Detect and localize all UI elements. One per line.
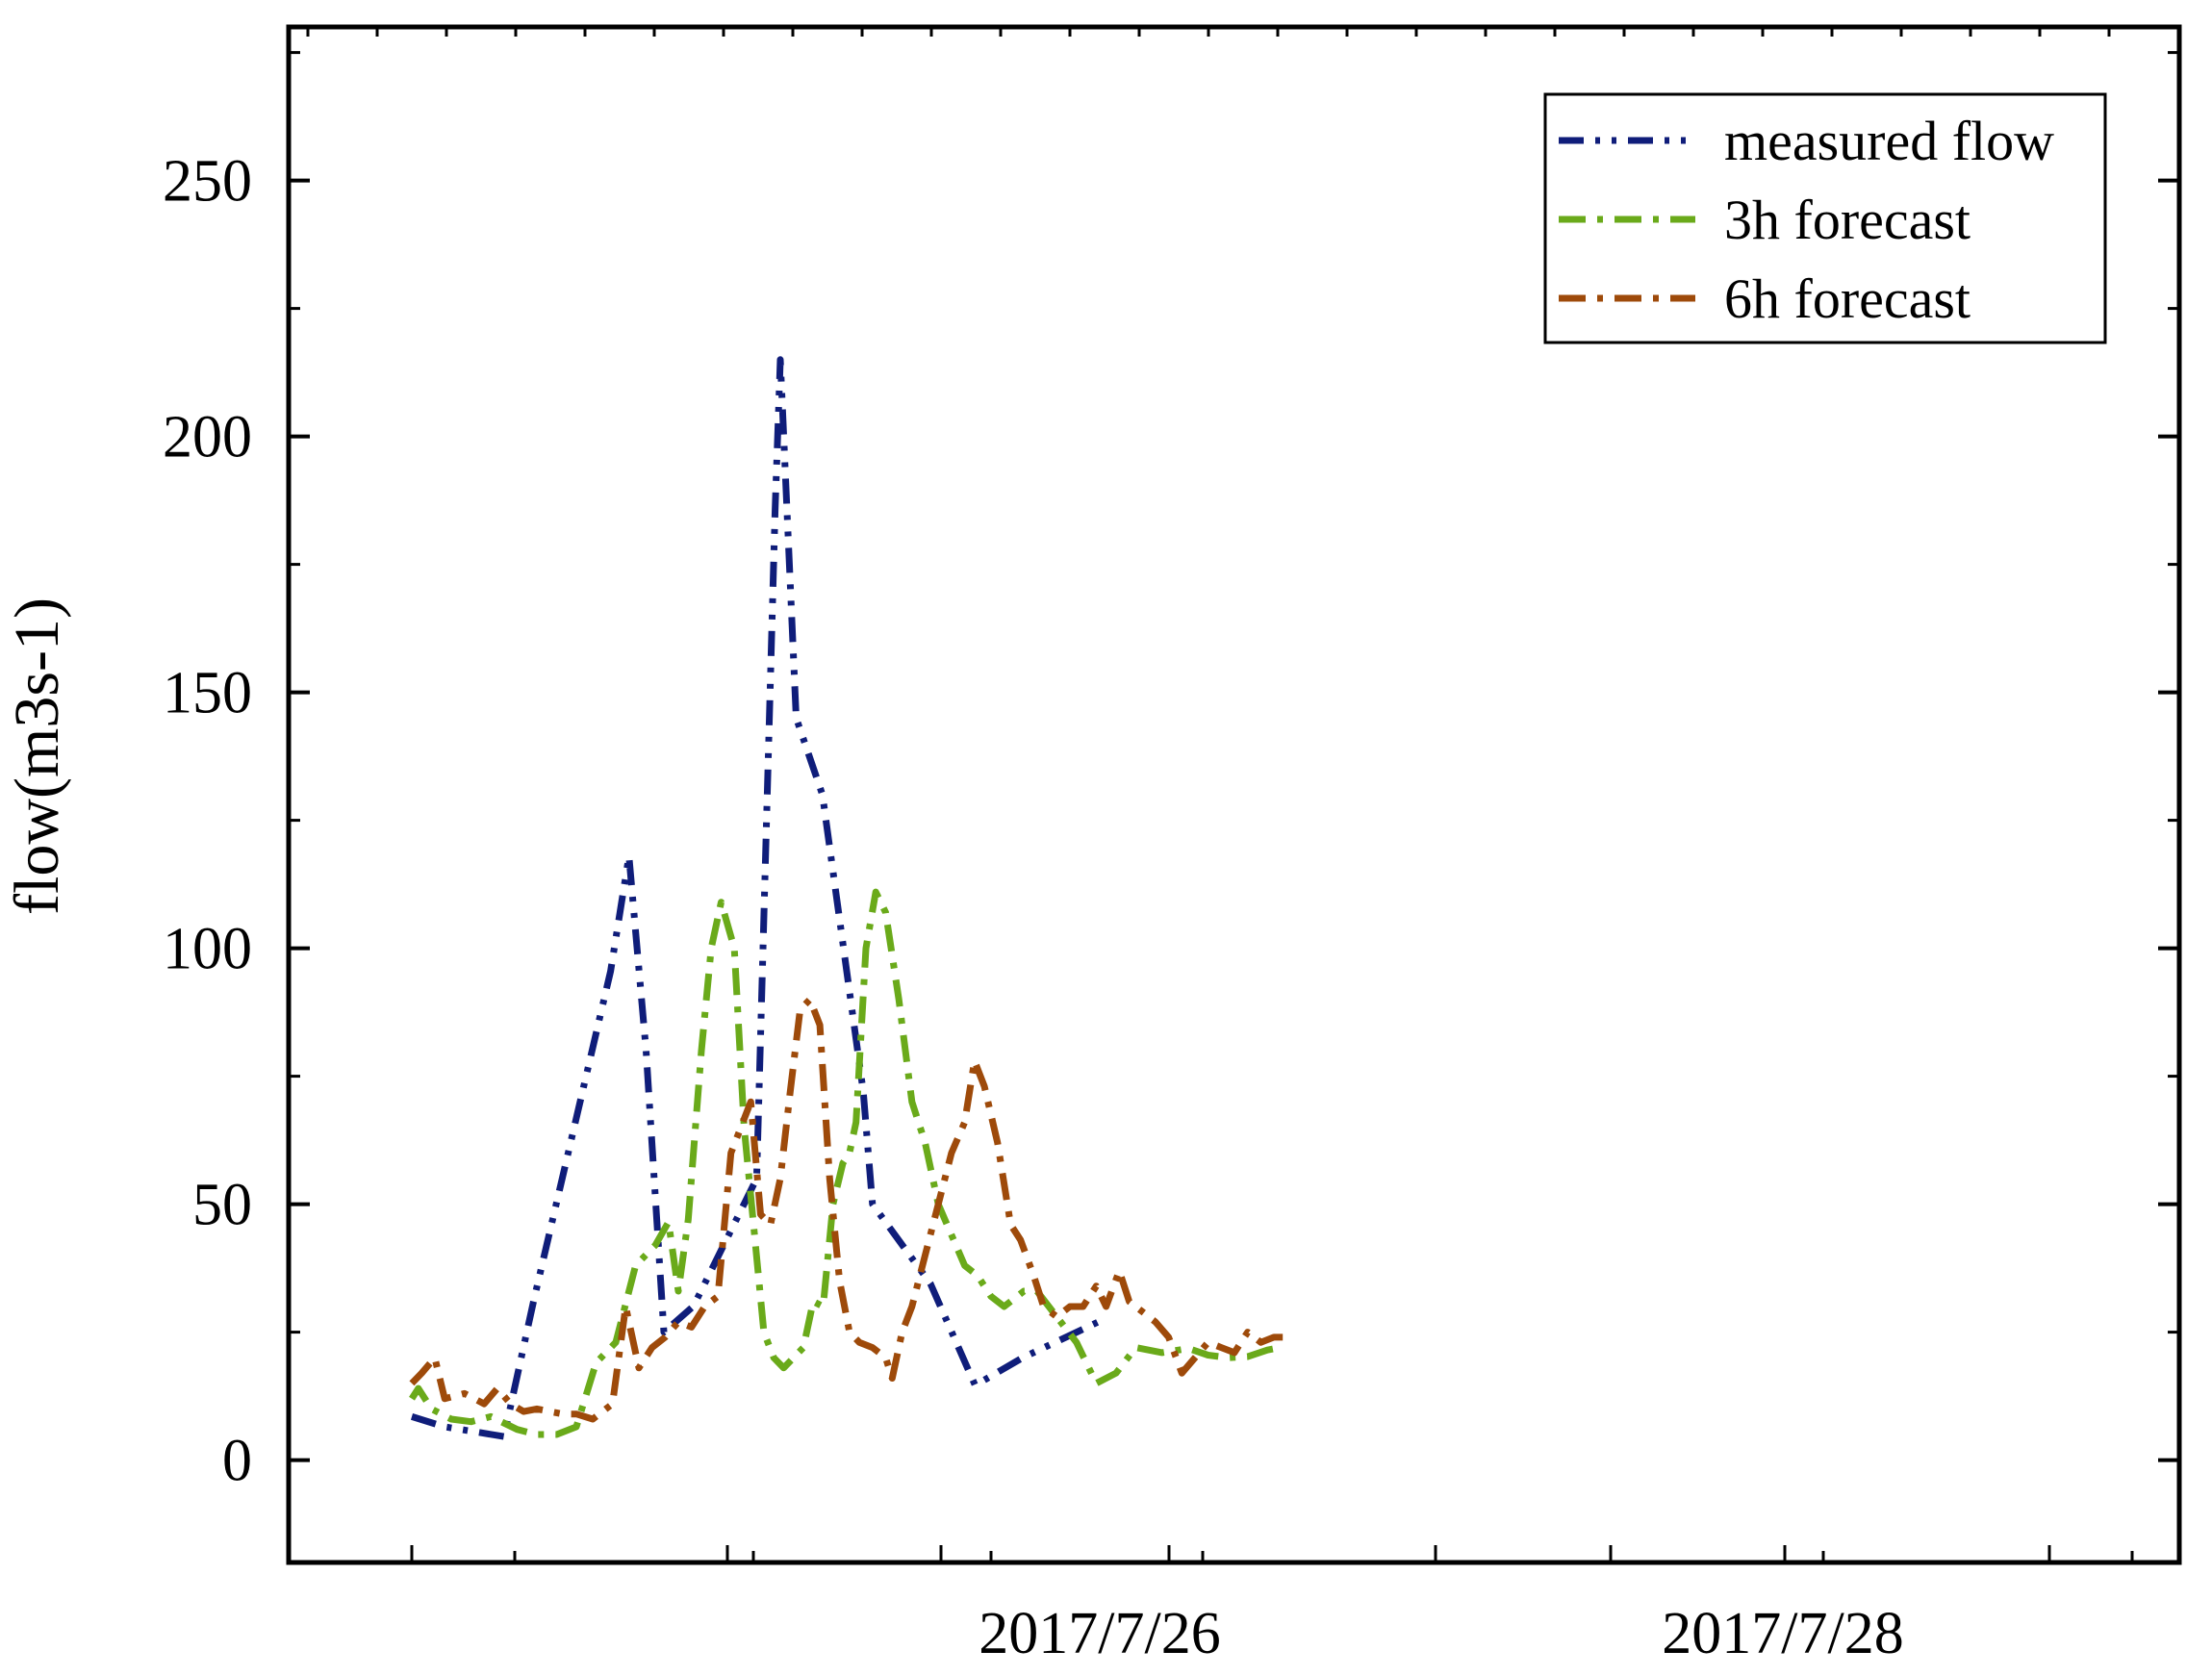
x-tick-label: 2017/7/28 [1662,1601,1903,1666]
legend: measured flow 3h forecast 6h forecast [1543,92,2107,344]
y-tick-label: 0 [222,1429,252,1494]
legend-label-3: 6h forecast [1724,267,1970,330]
y-tick-label: 150 [163,661,252,726]
y-tick-label: 100 [163,917,252,982]
series-line-2 [409,888,1282,1438]
plot-frame [286,24,2182,1565]
y-axis-label: flow(m3s-1) [2,597,72,915]
y-tick-label: 200 [163,405,252,470]
y-tick-label: 250 [163,149,252,215]
legend-label-2: 3h forecast [1724,189,1970,251]
series-line-3 [409,996,1287,1423]
ticks-layer: 0 50 100 150 200 250 2017/7/26 2017/7/28 [163,27,2180,1666]
y-tick-label: 50 [192,1173,252,1238]
legend-label-1: measured flow [1724,110,2054,172]
series-layer [409,356,1287,1440]
x-tick-label: 2017/7/26 [979,1601,1220,1666]
